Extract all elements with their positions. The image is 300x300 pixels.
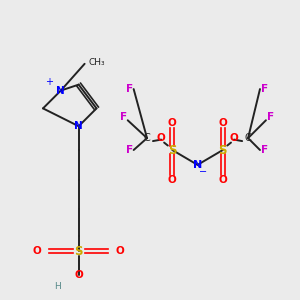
- Text: F: F: [267, 112, 274, 122]
- Text: F: F: [261, 145, 268, 155]
- Text: S: S: [168, 143, 176, 157]
- Text: O: O: [157, 133, 166, 143]
- Text: F: F: [126, 84, 133, 94]
- Text: F: F: [120, 112, 127, 122]
- Text: S: S: [74, 244, 83, 258]
- Text: O: O: [168, 118, 177, 128]
- Text: O: O: [218, 175, 227, 185]
- Text: −: −: [199, 167, 207, 177]
- Text: N: N: [56, 85, 65, 96]
- Text: C: C: [245, 133, 251, 143]
- Text: S: S: [219, 143, 227, 157]
- Text: O: O: [230, 133, 238, 143]
- Text: C: C: [144, 133, 150, 143]
- Text: O: O: [74, 270, 83, 280]
- Text: F: F: [261, 84, 268, 94]
- Text: H: H: [55, 282, 61, 291]
- Text: +: +: [45, 76, 53, 87]
- Text: O: O: [116, 246, 125, 256]
- Text: F: F: [126, 145, 133, 155]
- Text: O: O: [218, 118, 227, 128]
- Text: O: O: [168, 175, 177, 185]
- Text: CH₃: CH₃: [88, 58, 105, 67]
- Text: N: N: [193, 160, 202, 170]
- Text: N: N: [74, 121, 83, 131]
- Text: O: O: [33, 246, 41, 256]
